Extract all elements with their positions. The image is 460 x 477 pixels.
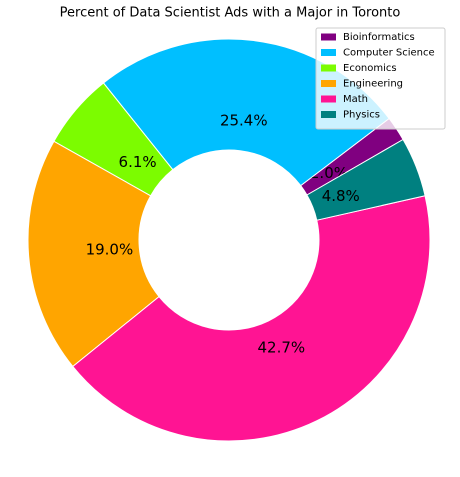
legend-label: Engineering (343, 79, 403, 90)
legend-label: Economics (343, 63, 397, 74)
donut-slice (27, 140, 160, 368)
legend-label: Computer Science (343, 48, 435, 59)
legend-swatch (321, 95, 336, 103)
donut-slice (306, 138, 426, 221)
value-label: 4.8% (322, 187, 360, 205)
legend-swatch (321, 111, 336, 118)
donut-slice (72, 195, 431, 442)
value-label: 19.0% (86, 241, 134, 259)
legend-swatch (321, 80, 336, 87)
legend-box (315, 27, 446, 130)
legend-label: Bioinformatics (343, 32, 415, 43)
legend-swatch (321, 64, 336, 72)
value-label: 25.4% (220, 111, 268, 129)
legend-swatch (321, 33, 336, 41)
legend-label: Math (343, 94, 368, 105)
value-label: 42.7% (258, 338, 306, 356)
legend-swatch (321, 49, 336, 56)
value-label: 6.1% (119, 153, 157, 171)
chart-title: Percent of Data Scientist Ads with a Maj… (60, 6, 401, 21)
legend-label: Physics (343, 110, 380, 121)
